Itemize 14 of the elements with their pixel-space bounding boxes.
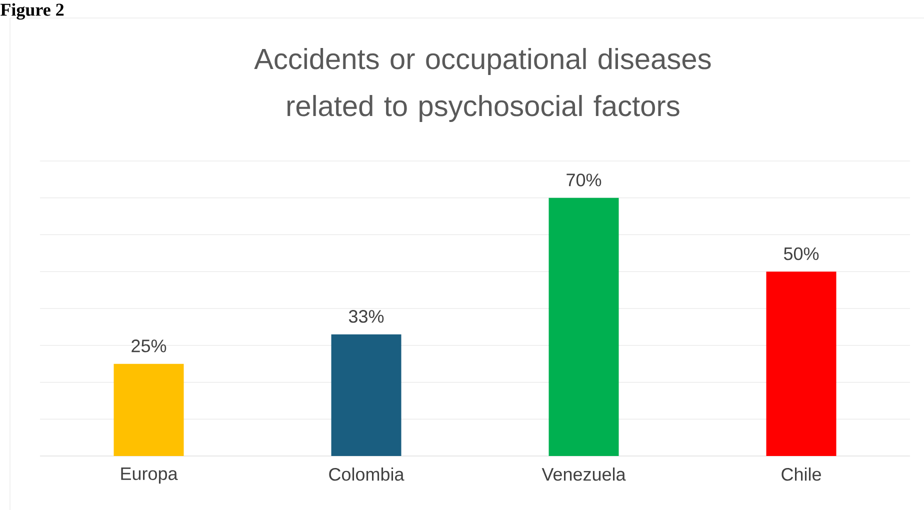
data-label: 50% — [784, 247, 819, 260]
x-tick-label: Venezuela — [542, 468, 626, 481]
bar — [114, 364, 184, 456]
caption: Figure 2 — [0, 3, 64, 20]
data-label: 70% — [566, 174, 602, 186]
x-tick-label: Chile — [782, 468, 821, 481]
data-label: 33% — [348, 310, 384, 323]
x-tick-label: Europa — [121, 468, 178, 484]
bar — [548, 198, 619, 456]
chart-title: Accidents or occupational diseases related to psychosocial factors — [254, 48, 711, 122]
bar — [766, 272, 836, 456]
data-label: 25% — [132, 340, 166, 352]
x-tick-label: Colombia — [329, 468, 404, 481]
bar — [331, 334, 402, 456]
